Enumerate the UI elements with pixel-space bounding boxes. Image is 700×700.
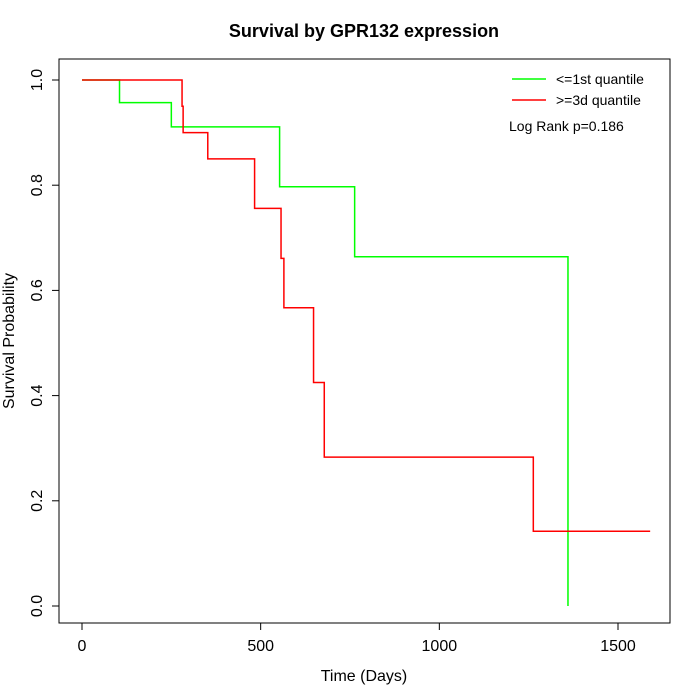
log-rank-annotation: Log Rank p=0.186 bbox=[509, 118, 624, 134]
plot-frame bbox=[58, 58, 671, 624]
y-tick-label: 0.2 bbox=[29, 490, 46, 512]
legend-label-1: >=3d quantile bbox=[556, 92, 641, 108]
x-tick-label: 1000 bbox=[422, 638, 458, 655]
x-tick-label: 1500 bbox=[600, 638, 636, 655]
chart-title: Survival by GPR132 expression bbox=[229, 21, 499, 41]
series-line-1 bbox=[82, 79, 651, 533]
y-tick-label: 0.4 bbox=[29, 384, 46, 406]
legend-label-0: <=1st quantile bbox=[556, 71, 644, 87]
series-layer bbox=[82, 79, 651, 606]
x-tick-label: 500 bbox=[247, 638, 274, 655]
x-axis: 0 500 1000 1500 bbox=[78, 622, 636, 655]
series-line-0 bbox=[82, 79, 569, 606]
y-tick-label: 0.0 bbox=[29, 595, 46, 617]
x-tick-label: 0 bbox=[78, 638, 87, 655]
y-tick-label: 0.6 bbox=[29, 279, 46, 301]
x-axis-label: Time (Days) bbox=[321, 668, 408, 685]
y-tick-label: 1.0 bbox=[29, 69, 46, 91]
y-axis-label: Survival Probability bbox=[1, 273, 18, 409]
y-axis: 0.0 0.2 0.4 0.6 0.8 1.0 bbox=[29, 69, 60, 617]
y-tick-label: 0.8 bbox=[29, 174, 46, 196]
legend: <=1st quantile >=3d quantile bbox=[512, 71, 644, 108]
